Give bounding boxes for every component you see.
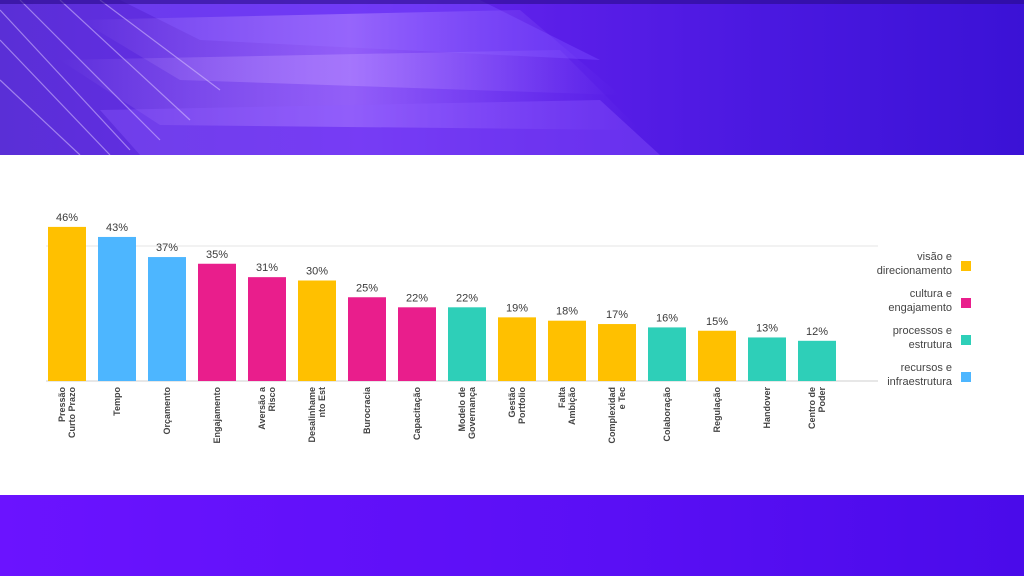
bar: [448, 307, 486, 381]
x-tick-label: Orçamento: [162, 386, 172, 434]
bar: [798, 340, 836, 381]
bar-value-label: 12%: [806, 326, 828, 338]
bar-value-label: 17%: [606, 309, 628, 321]
x-tick-label: PressãoCurto Prazo: [57, 387, 77, 439]
banner-decoration: [0, 0, 1024, 155]
bottom-band: [0, 495, 1024, 576]
bar: [548, 320, 586, 381]
bar-value-label: 18%: [556, 306, 578, 318]
bar-value-label: 30%: [306, 266, 328, 278]
legend-swatch: [961, 372, 971, 382]
legend-swatch: [961, 261, 971, 271]
x-tick-label: Modelo deGovernança: [457, 386, 477, 439]
x-tick-label: Capacitação: [412, 387, 422, 441]
bar: [348, 297, 386, 381]
legend-label: cultura e engajamento: [888, 288, 952, 314]
bar: [98, 236, 136, 381]
bar-value-label: 43%: [106, 222, 128, 234]
top-banner: [0, 0, 1024, 155]
bar: [648, 327, 686, 381]
bar: [598, 324, 636, 381]
bar-value-label: 37%: [156, 242, 178, 254]
x-tick-label: Handover: [762, 387, 772, 429]
x-tick-label: Engajamento: [212, 387, 222, 444]
x-tick-label: Desalinhamento Est: [307, 387, 327, 443]
x-tick-label: Centro dePoder: [807, 387, 827, 430]
chart-legend: visão e direcionamento cultura e engajament…: [877, 251, 971, 388]
bar: [48, 226, 86, 381]
bar-value-label: 16%: [656, 312, 678, 324]
bar: [248, 277, 286, 381]
bar-value-label: 46%: [56, 212, 78, 224]
bar-value-label: 25%: [356, 282, 378, 294]
bar-value-label: 31%: [256, 262, 278, 274]
x-tick-label: Burocracia: [362, 386, 372, 434]
bar-value-label: 13%: [756, 322, 778, 334]
chart-bars: 46% PressãoCurto Prazo 43% Tempo 37% Orçament…: [48, 212, 836, 444]
bar-value-label: 35%: [206, 249, 228, 261]
x-tick-label: Colaboração: [662, 386, 672, 441]
bar-value-label: 19%: [506, 302, 528, 314]
bar-value-label: 15%: [706, 316, 728, 328]
legend-label: recursos e infraestrutura: [887, 362, 953, 388]
bar: [198, 263, 236, 381]
bar: [148, 257, 186, 381]
x-tick-label: Aversão aRisco: [257, 386, 277, 430]
legend-swatch: [961, 298, 971, 308]
bar: [498, 317, 536, 381]
bar: [398, 307, 436, 381]
bar: [698, 330, 736, 381]
x-tick-label: Regulação: [712, 386, 722, 432]
bar-value-label: 22%: [456, 292, 478, 304]
x-tick-label: GestãoPortfolio: [507, 387, 527, 424]
legend-swatch: [961, 335, 971, 345]
bar-chart: 46% PressãoCurto Prazo 43% Tempo 37% Orçament…: [46, 212, 971, 444]
x-tick-label: Tempo: [112, 387, 122, 416]
x-tick-label: FaltaAmbição: [557, 386, 577, 425]
bar: [298, 280, 336, 381]
legend-label: visão e direcionamento: [877, 251, 952, 277]
x-tick-label: Complexidade Tec: [607, 387, 627, 444]
bar-value-label: 22%: [406, 292, 428, 304]
bar: [748, 337, 786, 381]
legend-label: processos e estrutura: [893, 325, 953, 351]
